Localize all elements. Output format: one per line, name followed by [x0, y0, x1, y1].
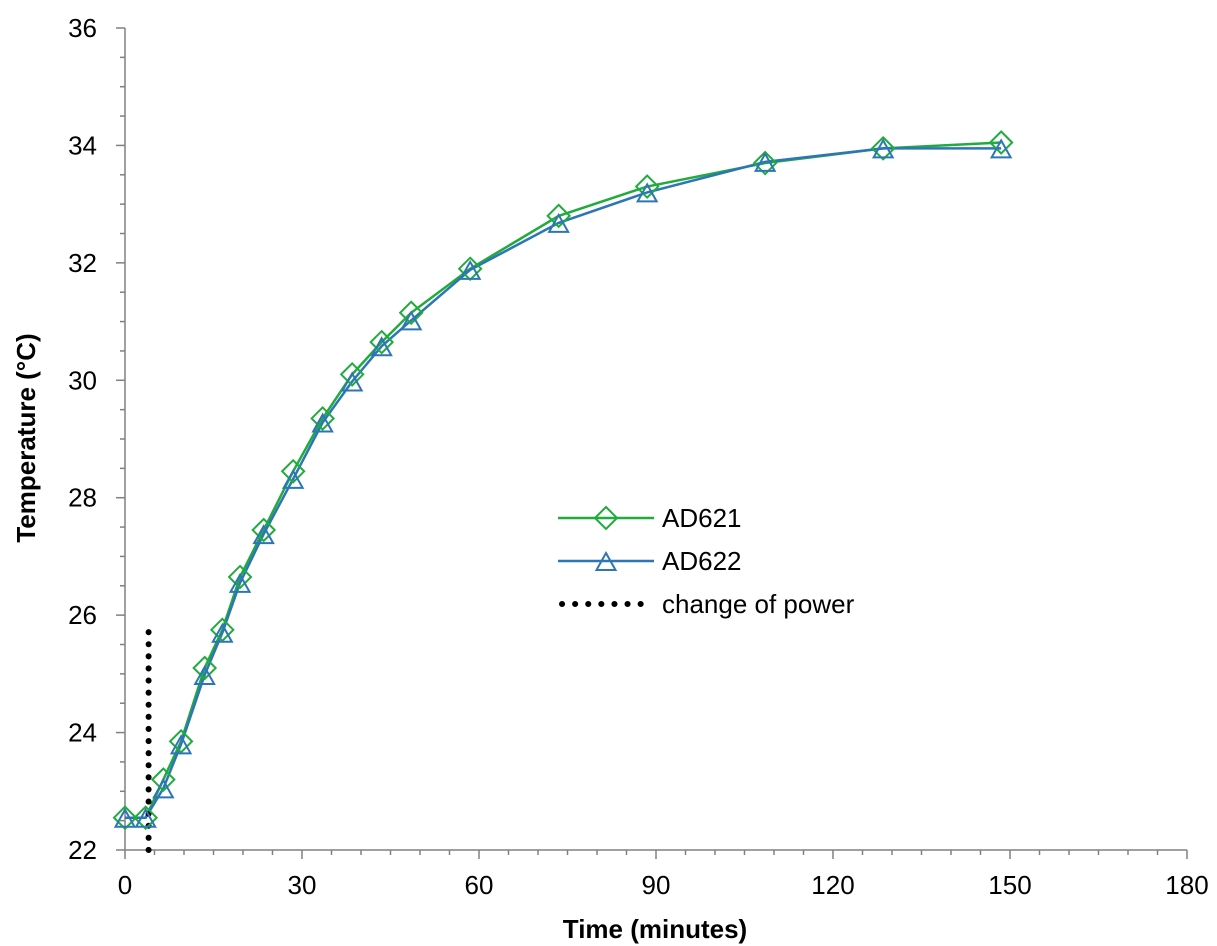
x-tick-label: 180 — [1165, 870, 1208, 900]
ad621-point — [112, 805, 138, 831]
ad622-point — [211, 622, 234, 643]
y-tick-label: 28 — [68, 483, 97, 513]
legend-label-change-of-power: change of power — [662, 589, 855, 619]
ad621-point — [133, 805, 159, 831]
ad621-point — [369, 329, 395, 355]
ad621-point — [546, 203, 572, 229]
x-tick-label: 60 — [465, 870, 494, 900]
ad621-point — [988, 130, 1014, 155]
ad622-point — [281, 468, 305, 489]
ad622-point — [635, 182, 659, 203]
ad622-point — [169, 734, 193, 755]
plot-lines — [125, 141, 1002, 853]
y-axis-title: Temperature (°C) — [11, 333, 41, 542]
y-tick-label: 34 — [68, 130, 97, 160]
ticks — [116, 27, 1188, 859]
ad621-series-line — [125, 141, 1002, 819]
x-tick-label: 120 — [811, 870, 854, 900]
ad621-point — [280, 458, 306, 484]
x-tick-label: 90 — [642, 870, 671, 900]
ad622-point — [871, 138, 895, 159]
ad621-point — [398, 300, 424, 326]
y-tick-label: 30 — [68, 365, 97, 395]
y-tick-label: 22 — [68, 835, 97, 865]
ad621-point — [251, 517, 277, 543]
y-tick-label: 26 — [68, 600, 97, 630]
ad622-point — [340, 371, 364, 392]
x-tick-label: 0 — [118, 870, 132, 900]
ad622-point — [152, 778, 175, 799]
ad621-point — [310, 406, 336, 431]
ad622-point — [399, 310, 423, 331]
ad621-point — [634, 174, 660, 199]
ad622-point — [134, 807, 157, 828]
ad622-point — [989, 138, 1013, 159]
ad622-point — [252, 524, 275, 545]
ad621-point — [150, 767, 176, 792]
ad622-point — [113, 807, 137, 828]
ad622-point — [458, 259, 482, 280]
legend-marker-ad621 — [593, 505, 619, 531]
ad622-point — [547, 212, 570, 233]
x-tick-label: 30 — [288, 870, 317, 900]
legend: AD621 AD622 change of power — [558, 503, 855, 619]
y-tick-label: 32 — [68, 248, 97, 278]
axes — [124, 28, 1187, 851]
legend-label-ad622: AD622 — [662, 546, 742, 576]
x-tick-label: 150 — [988, 870, 1031, 900]
y-tick-label: 24 — [68, 718, 97, 748]
tick-labels: 22 24 26 28 30 32 34 36 0 30 60 90 120 150 180 — [68, 13, 1209, 900]
ad621-point — [227, 564, 253, 590]
ad621-point — [870, 135, 896, 161]
y-tick-label: 36 — [68, 13, 97, 43]
ad622-point — [311, 412, 334, 433]
ad621-point — [339, 361, 365, 387]
x-axis-title: Time (minutes) — [563, 914, 747, 944]
ad621-point — [752, 150, 778, 176]
legend-marker-ad622 — [594, 550, 618, 571]
ad622-point — [370, 336, 393, 357]
plot-markers — [112, 130, 1014, 831]
ad622-point — [193, 664, 216, 686]
ad622-point — [228, 572, 252, 593]
ad622-series-line — [125, 147, 1002, 819]
ad621-point — [192, 655, 218, 681]
legend-label-ad621: AD621 — [662, 503, 742, 533]
ad622-point — [753, 151, 777, 172]
